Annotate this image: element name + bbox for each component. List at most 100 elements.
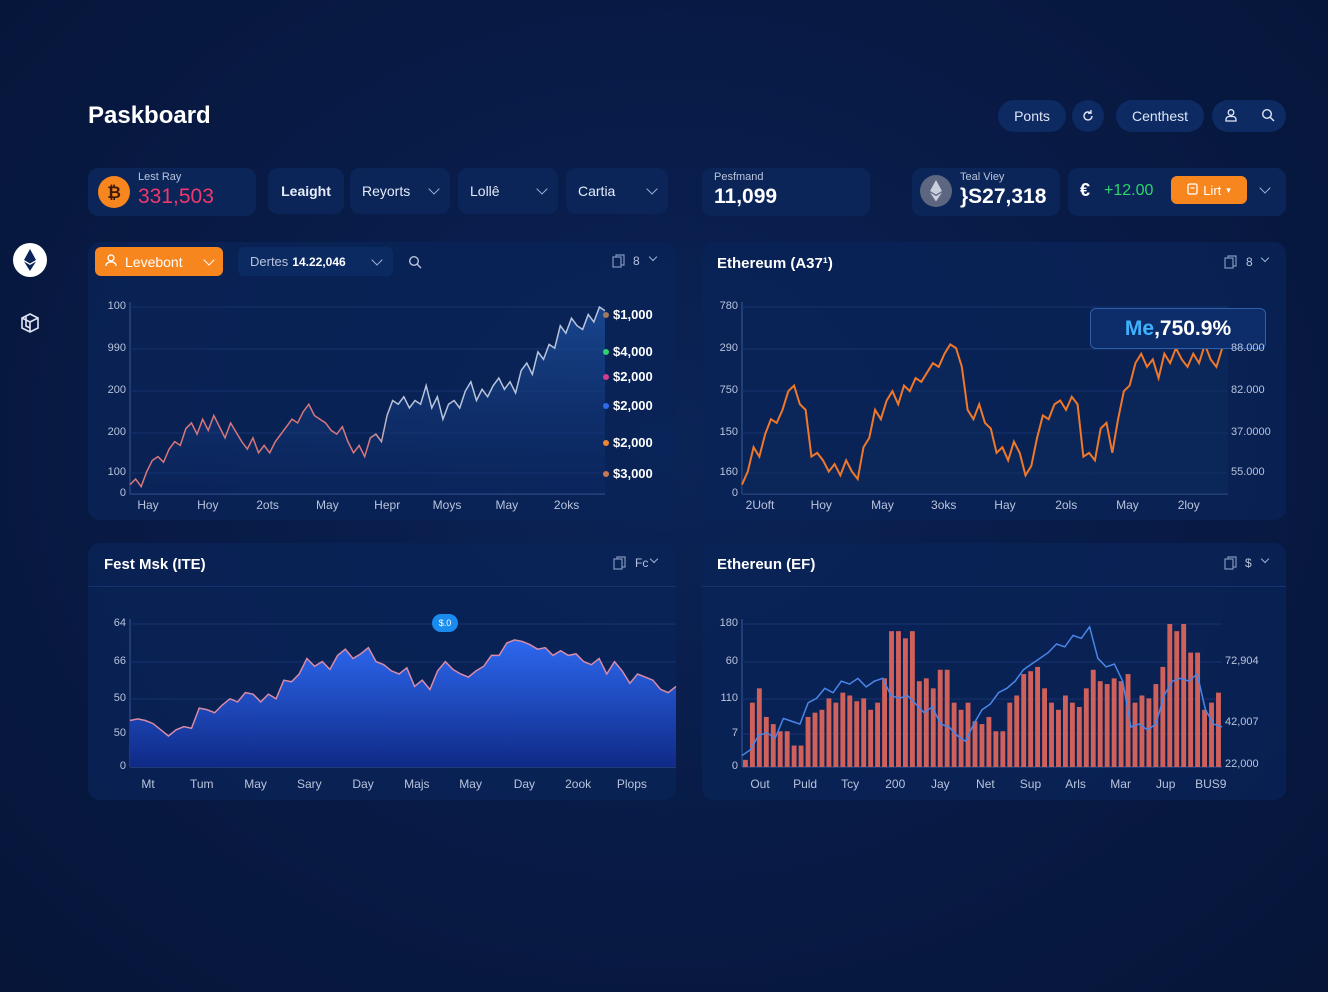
x-tick-label: Hay: [994, 498, 1016, 512]
search-icon[interactable]: [1261, 108, 1275, 125]
refresh-icon[interactable]: [1072, 100, 1104, 132]
currency-symbol: €: [1080, 180, 1091, 200]
bar: [756, 688, 762, 767]
page-title: Paskboard: [88, 102, 211, 129]
legend-item: $4,000: [603, 344, 653, 359]
y-right-tick-label: 22,000: [1225, 758, 1259, 770]
change-card: € +12.00 Lirt ▾: [1068, 168, 1286, 216]
panel-menu[interactable]: $: [1245, 556, 1252, 570]
total-label: Teal Viey: [960, 171, 1005, 183]
x-tick-label: Out: [750, 777, 770, 791]
x-tick-label: 3oks: [931, 498, 957, 512]
user-icon[interactable]: [1224, 108, 1238, 125]
x-tick-label: May: [495, 498, 519, 512]
bar: [1160, 666, 1166, 767]
x-tick-label: Hay: [137, 498, 159, 512]
bar: [840, 692, 846, 767]
dropdown-cartia[interactable]: Cartia: [566, 168, 668, 214]
bar: [896, 631, 901, 767]
y-right-tick-label: 82.000: [1231, 384, 1265, 396]
search-icon[interactable]: [408, 255, 422, 274]
legend-marker: [603, 348, 609, 355]
bitcoin-stat-label: Lest Ray: [138, 171, 182, 183]
y-tick-label: 100: [107, 300, 126, 312]
y-tick-label: 0: [731, 760, 738, 772]
dropdown-lolle[interactable]: Lollê: [458, 168, 558, 214]
bitcoin-stat-value: 331,503: [138, 185, 214, 208]
total-value: }S27,318: [960, 185, 1047, 208]
bitcoin-icon: ₿: [98, 176, 130, 213]
bar: [916, 681, 922, 767]
bar: [1090, 669, 1096, 767]
divider: [88, 586, 676, 587]
dropdown-leaight[interactable]: Leaight: [268, 168, 344, 214]
bar: [833, 702, 839, 767]
x-tick-label: Puld: [793, 777, 818, 791]
copy-icon[interactable]: [613, 556, 626, 575]
bar: [882, 678, 887, 767]
dertes-dropdown[interactable]: Dertes 14.22,046: [238, 247, 393, 276]
dropdown-label: Cartia: [578, 183, 616, 199]
bar: [1097, 681, 1103, 767]
y-tick-label: 60: [725, 655, 738, 667]
y-right-tick-label: 72,904: [1225, 655, 1259, 667]
copy-icon[interactable]: [612, 254, 625, 273]
tooltip-prefix: Me: [1124, 316, 1155, 340]
x-tick-label: May: [1116, 498, 1139, 512]
copy-icon[interactable]: [1224, 255, 1237, 274]
svg-text:₿: ₿: [107, 183, 121, 202]
cube-icon[interactable]: [20, 312, 40, 339]
bar: [875, 702, 881, 767]
nav-centhest[interactable]: Centhest: [1116, 100, 1204, 132]
bar: [791, 745, 797, 767]
y-tick-label: 0: [119, 487, 126, 499]
bar: [743, 759, 748, 767]
x-tick-label: Day: [513, 777, 536, 791]
x-tick-label: BUS9: [1195, 777, 1227, 791]
levebont-label: Levebont: [125, 253, 183, 270]
copy-icon[interactable]: [1224, 556, 1237, 575]
x-tick-label: 2loy: [1177, 498, 1200, 512]
y-tick-label: 66: [113, 655, 126, 667]
nav-ponts[interactable]: Ponts: [998, 100, 1066, 132]
bar: [1188, 652, 1194, 767]
bar: [1000, 731, 1006, 767]
bar: [1125, 674, 1131, 767]
bar: [854, 701, 860, 767]
panel-menu[interactable]: 8: [633, 254, 640, 268]
x-tick-label: Tum: [189, 777, 214, 791]
x-tick-label: Majs: [404, 777, 430, 791]
x-tick-label: Moys: [432, 498, 462, 512]
levebont-button[interactable]: Levebont: [95, 247, 223, 276]
dropdown-reyorts[interactable]: Reyorts: [350, 168, 450, 214]
bar: [1035, 666, 1041, 767]
bar: [1021, 674, 1027, 767]
x-tick-label: May: [459, 777, 482, 791]
pesfmand-value: 11,099: [714, 185, 778, 208]
chevron-down-icon: ▾: [1226, 184, 1231, 195]
y-tick-label: 100: [107, 466, 126, 478]
bar: [1195, 652, 1201, 767]
dropdown-label: Lollê: [470, 183, 500, 199]
chart-marker-badge: $.0: [432, 614, 458, 632]
bar: [972, 721, 978, 767]
x-tick-label: May: [871, 498, 894, 512]
y-tick-label: 0: [119, 760, 126, 772]
panel-menu[interactable]: Fc: [635, 556, 649, 570]
panel-menu[interactable]: 8: [1246, 255, 1253, 269]
lirt-button[interactable]: Lirt ▾: [1171, 176, 1247, 204]
ethereum-icon[interactable]: [13, 243, 47, 282]
y-right-tick-label: 88.000: [1231, 342, 1265, 354]
x-tick-label: Arls: [1065, 777, 1086, 791]
y-right-tick-label: 55.000: [1231, 466, 1265, 478]
x-tick-label: 2ots: [256, 498, 279, 512]
y-tick-label: 7: [731, 727, 738, 739]
bitcoin-stat-card: ₿ Lest Ray 331,503: [88, 168, 256, 216]
x-tick-label: Net: [976, 777, 995, 791]
y-tick-label: 64: [113, 617, 126, 629]
legend-item: $2,000: [603, 398, 653, 413]
legend-label: $2,000: [613, 369, 653, 384]
x-tick-label: Plops: [616, 777, 647, 791]
pesfmand-label: Pesfmand: [714, 171, 764, 183]
